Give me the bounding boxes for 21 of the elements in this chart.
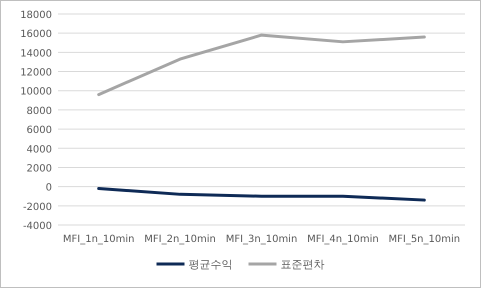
line-series — [97, 34, 426, 96]
y-tick-label: 6000 — [26, 125, 52, 136]
x-tick-label: MFI_1n_10min — [62, 234, 135, 245]
y-tick-label: 0 — [46, 182, 52, 194]
y-tick-label: 16000 — [20, 29, 52, 40]
y-tick-label: 2000 — [26, 163, 52, 174]
x-tick-label: MFI_3n_10min — [226, 234, 298, 245]
line-series — [97, 187, 426, 202]
legend-label: 표준편차 — [280, 258, 324, 271]
y-tick-label: 12000 — [20, 68, 52, 79]
x-tick-label: MFI_4n_10min — [307, 234, 379, 245]
x-tick-label: MFI_2n_10min — [144, 234, 216, 245]
legend-label: 평균수익 — [188, 258, 232, 271]
y-tick-label: -4000 — [22, 221, 52, 232]
y-tick-label: 4000 — [26, 144, 52, 156]
y-tick-label: 8000 — [26, 106, 52, 117]
y-tick-label: 18000 — [20, 10, 52, 21]
y-tick-label: 14000 — [20, 48, 52, 60]
x-tick-label: MFI_5n_10min — [388, 234, 460, 245]
y-tick-label: 10000 — [20, 86, 52, 98]
y-tick-label: -2000 — [22, 202, 52, 213]
